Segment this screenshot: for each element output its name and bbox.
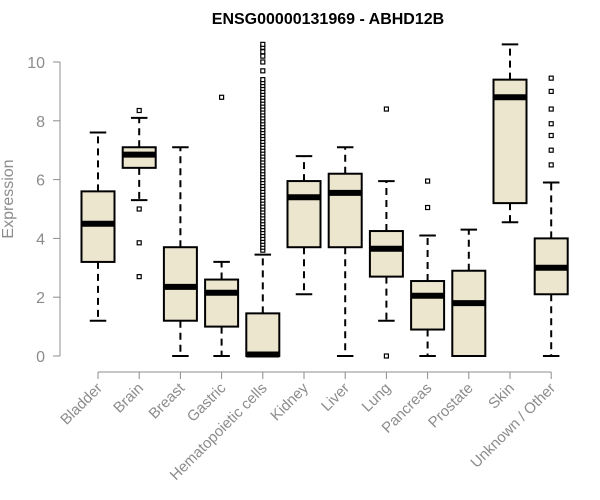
- box: [286, 180, 322, 249]
- chart-title: ENSG00000131969 - ABHD12B: [212, 11, 444, 28]
- box-group: [492, 43, 528, 224]
- outlier-point: [136, 274, 142, 280]
- box-group: [245, 41, 281, 358]
- outlier-point: [260, 41, 266, 47]
- box: [451, 269, 487, 357]
- box: [410, 280, 446, 331]
- x-tick-label: Kidney: [267, 379, 312, 424]
- box-group: [451, 228, 487, 357]
- y-tick-label: 0: [36, 349, 45, 366]
- x-tick-label: Lung: [359, 380, 395, 416]
- x-tick-label: Breast: [146, 379, 189, 422]
- box-group: [204, 94, 240, 357]
- outlier-point: [136, 206, 142, 212]
- x-tick-label: Skin: [485, 380, 518, 413]
- outlier-point: [260, 68, 266, 74]
- x-tick-label: Liver: [318, 380, 353, 415]
- outlier-point: [548, 75, 554, 81]
- y-tick-label: 10: [27, 55, 45, 72]
- outlier-point: [548, 88, 554, 95]
- box-group: [368, 106, 404, 359]
- plot-area: [80, 41, 569, 359]
- y-tick-label: 4: [36, 231, 45, 248]
- outlier-point: [260, 77, 266, 83]
- box-group: [80, 131, 116, 322]
- x-tick-label: Bladder: [57, 380, 106, 429]
- box: [204, 278, 240, 328]
- outlier-point: [425, 204, 431, 211]
- outlier-point: [219, 94, 225, 100]
- x-tick-label: Prostate: [425, 380, 477, 432]
- box-group: [162, 146, 198, 357]
- outlier-point: [548, 162, 554, 168]
- outlier-point: [260, 53, 266, 59]
- box-group: [327, 146, 363, 357]
- y-tick-label: 2: [36, 290, 45, 307]
- outlier-point: [548, 106, 554, 112]
- x-tick-label: Brain: [110, 380, 147, 417]
- y-axis-label: Expression: [0, 159, 17, 238]
- outlier-point: [548, 147, 554, 153]
- y-axis: 0 2 4 6 8 10: [27, 55, 61, 366]
- outlier-point: [136, 240, 142, 246]
- outlier-point: [383, 106, 389, 112]
- box: [368, 230, 404, 278]
- box-group: [533, 75, 569, 357]
- box-group: [121, 107, 157, 280]
- outlier-point: [260, 49, 266, 55]
- box: [245, 312, 281, 357]
- outlier-point: [425, 178, 431, 184]
- outlier-point: [136, 107, 142, 114]
- box: [327, 172, 363, 249]
- outlier-point: [260, 59, 266, 65]
- outlier-point: [548, 121, 554, 127]
- box-group: [410, 178, 446, 357]
- outlier-point: [383, 353, 389, 359]
- outlier-point: [548, 132, 554, 139]
- box-group: [286, 155, 322, 296]
- y-tick-label: 8: [36, 114, 45, 131]
- y-tick-label: 6: [36, 173, 45, 190]
